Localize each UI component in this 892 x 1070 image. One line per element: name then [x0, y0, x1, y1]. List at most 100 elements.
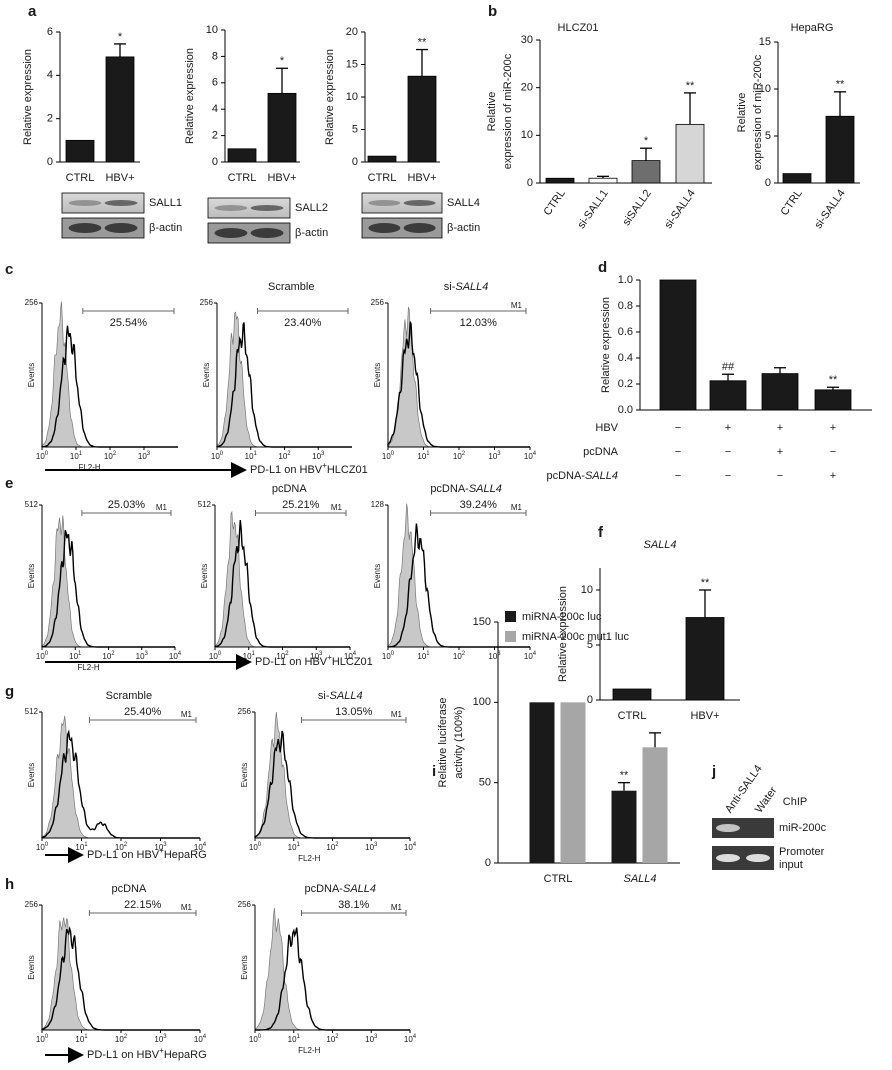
tick-base: 10	[326, 843, 335, 852]
tick-base: 10	[344, 652, 353, 661]
y-tick-label: 100	[473, 696, 491, 708]
x-tick-label: 101	[70, 451, 83, 462]
tick-exponent: 3	[163, 1034, 167, 1040]
x-tick-label: CTRL	[228, 172, 257, 184]
bar	[227, 148, 257, 163]
blot-band	[403, 200, 436, 206]
tick-exponent: 3	[319, 651, 323, 657]
tick-base: 10	[382, 452, 391, 461]
isotype-histogram	[41, 715, 200, 839]
tick-exponent: 1	[79, 451, 83, 457]
caption-text: PD-L1 on HBV	[250, 464, 323, 476]
gate-label: M1	[156, 503, 168, 512]
blot-band	[104, 223, 138, 233]
gel-label: Promoter	[779, 846, 825, 858]
y-tick-label: 0.4	[618, 352, 633, 364]
x-tick-label: 102	[453, 451, 466, 462]
chart-title: HepaRG	[791, 22, 834, 34]
tick-base: 10	[312, 452, 321, 461]
tick-exponent: 2	[113, 451, 117, 457]
significance-label: **	[620, 770, 629, 782]
title-italic: SALL4	[343, 883, 376, 895]
y-axis-label: Events	[27, 564, 36, 588]
gate-percent: 25.40%	[124, 706, 162, 718]
y-tick-label: 0	[765, 177, 771, 189]
x-tick-label: si-SALL1	[575, 188, 610, 231]
caption-sup: +	[322, 461, 327, 470]
tick-exponent: 3	[374, 842, 378, 848]
x-tick-label: 102	[326, 842, 339, 853]
condition-sign: +	[830, 422, 836, 434]
gate-label: M1	[391, 710, 403, 719]
tick-base: 10	[365, 843, 374, 852]
blot-band	[68, 200, 102, 206]
caption-cell: HLCZ01	[332, 656, 373, 668]
condition-sign: −	[725, 446, 731, 458]
blot-strip	[61, 192, 145, 214]
panel-title: Scramble	[106, 690, 152, 702]
y-axis-label: Events	[373, 363, 382, 387]
x-tick-label: HBV+	[690, 710, 719, 722]
bar	[560, 702, 586, 863]
y-tick-label: 512	[198, 500, 212, 509]
y-axis-label: Events	[240, 955, 249, 979]
y-axis-label: Events	[27, 955, 36, 979]
tick-exponent: 0	[258, 842, 262, 848]
tick-base: 10	[36, 452, 45, 461]
bar	[814, 389, 852, 411]
y-tick-label: 10	[346, 91, 358, 103]
x-tick-label: 100	[36, 451, 49, 462]
tick-base: 10	[288, 843, 297, 852]
significance-label: **	[418, 36, 427, 48]
y-tick-label: 0	[212, 156, 218, 168]
gate-percent: 25.03%	[108, 499, 146, 511]
condition-sign: −	[675, 422, 681, 434]
tick-exponent: 0	[45, 651, 49, 657]
x-tick-label: CTRL	[544, 873, 573, 885]
tick-exponent: 3	[497, 451, 501, 457]
tick-base: 10	[115, 1035, 124, 1044]
bar	[825, 115, 855, 184]
tick-base: 10	[36, 652, 45, 661]
gate-label: M1	[331, 503, 343, 512]
x-tick-label: 101	[417, 651, 430, 662]
caption: PD-L1 on HBV+HLCZ01	[250, 461, 368, 476]
y-axis-label: Relative expression	[557, 586, 569, 682]
tick-exponent: 1	[254, 451, 258, 457]
tick-exponent: 1	[426, 651, 430, 657]
bar	[588, 177, 618, 184]
tick-base: 10	[104, 452, 113, 461]
isotype-histogram	[254, 711, 410, 839]
y-tick-label: 256	[238, 900, 252, 909]
tick-base: 10	[288, 1035, 297, 1044]
blot-strip	[361, 217, 443, 239]
y-tick-label: 512	[25, 707, 39, 716]
y-tick-label: 2	[47, 113, 53, 125]
chip-title: ChIP	[783, 796, 807, 808]
caption-cell: HepaRG	[164, 1049, 207, 1061]
y-tick-label: 50	[479, 777, 491, 789]
significance-label: **	[686, 80, 695, 92]
tick-exponent: 0	[45, 842, 49, 848]
y-axis-label: Relative luciferase	[437, 698, 449, 788]
x-tick-label: 101	[288, 1034, 301, 1045]
y-tick-label: 128	[371, 500, 385, 509]
y-tick-label: 8	[212, 50, 218, 62]
gate-percent: 25.54%	[110, 317, 148, 329]
blot-strip	[61, 217, 145, 239]
tick-exponent: 2	[285, 651, 289, 657]
isotype-histogram	[214, 510, 350, 648]
tick-exponent: 2	[111, 651, 115, 657]
condition-sign: +	[777, 446, 783, 458]
condition-label: pcDNA-SALL4	[546, 470, 618, 482]
tick-base: 10	[211, 452, 220, 461]
tick-exponent: 3	[374, 1034, 378, 1040]
caption-sup: +	[159, 1046, 164, 1055]
gate-label: M1	[511, 301, 523, 310]
x-tick-label: 101	[69, 651, 82, 662]
tick-base: 10	[245, 452, 254, 461]
tick-base: 10	[524, 652, 533, 661]
condition-sign: +	[725, 422, 731, 434]
blot-label: SALL1	[149, 197, 182, 209]
tick-exponent: 4	[203, 1034, 207, 1040]
